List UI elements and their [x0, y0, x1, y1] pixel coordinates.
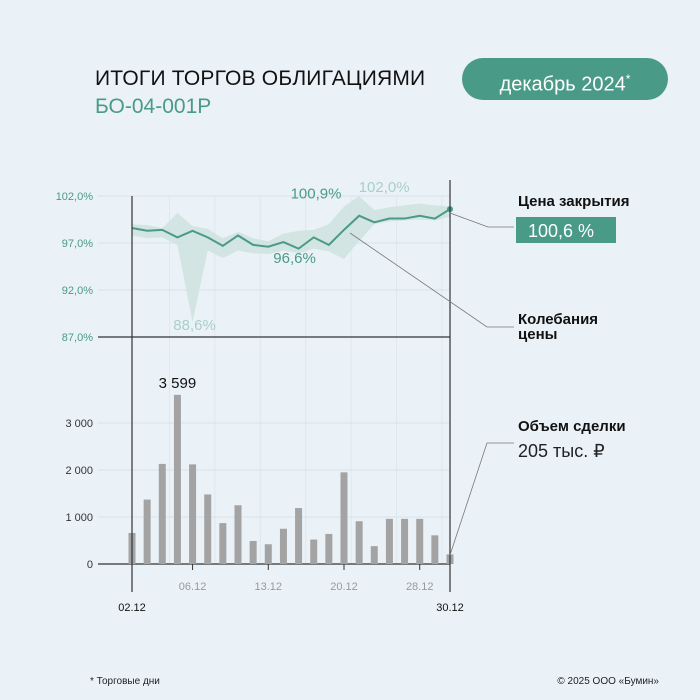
volume-bar — [431, 535, 439, 564]
volume-bar — [219, 523, 227, 564]
volume-bar — [340, 472, 348, 564]
volume-ytick-label: 1 000 — [65, 512, 93, 524]
price-ytick-label: 87,0% — [62, 332, 93, 344]
xtick-label: 06.12 — [179, 581, 207, 593]
xtick-label: 13.12 — [255, 581, 283, 593]
volume-bar — [173, 394, 181, 564]
volume-bar — [158, 463, 166, 564]
close-min-label: 96,6% — [273, 250, 316, 267]
volume-bar — [385, 518, 393, 564]
volume-bar — [325, 533, 333, 564]
volume-leader — [449, 442, 514, 556]
footnote: * Торговые дни — [90, 676, 160, 687]
volume-bar — [204, 494, 212, 564]
copyright: © 2025 ООО «Бумин» — [557, 676, 659, 687]
volume-bar — [279, 528, 287, 564]
volume-bar — [370, 546, 378, 564]
grid — [98, 195, 450, 565]
price-band — [132, 196, 450, 322]
bond-code: БО-04-001Р — [95, 95, 212, 118]
x-end-label: 30.12 — [436, 602, 464, 614]
volume-bar — [264, 544, 272, 564]
volume-ytick-label: 3 000 — [65, 418, 93, 430]
fluctuation-leader — [349, 232, 514, 328]
close-price-leader — [449, 212, 514, 228]
price-ytick-label: 97,0% — [62, 238, 93, 250]
period-footnote-mark: * — [625, 72, 631, 86]
volume-bar — [416, 518, 424, 564]
volume-bar — [249, 540, 257, 564]
price-ytick-label: 102,0% — [56, 191, 94, 203]
close-price-box — [516, 217, 616, 243]
price-ytick-label: 92,0% — [62, 285, 93, 297]
volume-value: 205 тыс. ₽ — [518, 441, 605, 461]
band-max-label: 102,0% — [359, 179, 410, 196]
band-min-label: 88,6% — [173, 317, 216, 334]
xtick-label: 28.12 — [406, 581, 434, 593]
annotations: 102,0% 100,9% 96,6% 88,6% 3 599 — [159, 179, 410, 392]
fluctuation-title-2: цены — [518, 326, 557, 343]
fluctuation-title-1: Колебания — [518, 311, 598, 328]
close-price-title: Цена закрытия — [518, 193, 629, 210]
tick-labels: 102,0% 97,0% 92,0% 87,0% 3 000 2 000 1 000 0 06.… — [56, 191, 464, 614]
volume-bar — [310, 539, 318, 564]
close-price-path — [131, 208, 451, 250]
page-title: ИТОГИ ТОРГОВ ОБЛИГАЦИЯМИ — [95, 67, 426, 90]
close-max-label: 100,9% — [291, 185, 342, 202]
volume-bars — [128, 394, 454, 564]
close-price-value: 100,6 % — [528, 221, 594, 241]
x-start-label: 02.12 — [118, 602, 146, 614]
volume-bar — [355, 521, 363, 564]
xtick-label: 20.12 — [330, 581, 358, 593]
volume-bar — [189, 464, 197, 564]
period-label: декабрь 2024 — [499, 73, 626, 96]
volume-bar — [295, 508, 303, 564]
volume-ytick-label: 2 000 — [65, 465, 93, 477]
axes — [131, 180, 451, 592]
period-badge: декабрь 2024* — [462, 58, 668, 100]
volume-bar — [234, 505, 242, 564]
volume-peak-label: 3 599 — [159, 375, 197, 392]
volume-bar — [143, 499, 151, 564]
volume-ytick-label: 0 — [87, 559, 93, 571]
volume-bar — [401, 518, 409, 564]
volume-title: Объем сделки — [518, 418, 626, 435]
price-range-band — [132, 196, 450, 322]
